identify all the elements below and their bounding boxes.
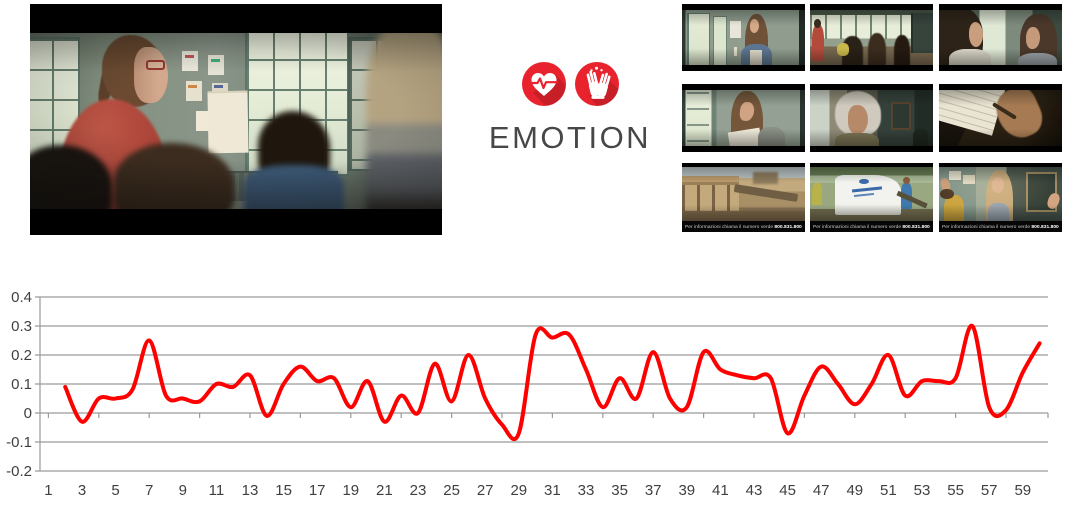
x-tick-label: 49 bbox=[846, 482, 863, 499]
x-tick-label: 11 bbox=[209, 482, 225, 499]
heart-pulse-icon bbox=[521, 62, 566, 106]
teacher-glasses bbox=[146, 60, 165, 70]
emotion-icons bbox=[470, 62, 670, 106]
x-tick-label: 57 bbox=[981, 482, 998, 499]
x-tick-label: 25 bbox=[443, 482, 460, 499]
x-tick-label: 31 bbox=[544, 482, 561, 499]
x-tick-label: 17 bbox=[309, 482, 326, 499]
green-number-caption: Per informazioni chiama il numero verde … bbox=[682, 221, 805, 232]
y-tick-label: 0.4 bbox=[11, 289, 32, 306]
letterbox-bar bbox=[30, 209, 442, 235]
emotion-label: EMOTION bbox=[488, 120, 652, 155]
x-tick-label: 43 bbox=[746, 482, 763, 499]
y-tick-label: 0.1 bbox=[11, 376, 32, 393]
thumbnail-classroom-wide bbox=[810, 4, 933, 71]
x-tick-label: 51 bbox=[880, 482, 897, 499]
thumbnail-girl-reading-letter bbox=[682, 84, 805, 152]
emotion-line-chart: 0.40.30.20.10-0.1-0.21 3 5 7 9 11 13 15 17 19 21 23… bbox=[6, 289, 1049, 499]
x-tick-label: 53 bbox=[914, 482, 931, 499]
caption-number: 800.831.800 bbox=[1031, 224, 1059, 229]
caption-number: 800.831.800 bbox=[902, 224, 930, 229]
x-tick-label: 45 bbox=[779, 482, 796, 499]
y-tick-label: 0.2 bbox=[11, 347, 32, 364]
x-tick-label: 41 bbox=[712, 482, 729, 499]
foreground-girl-blurred bbox=[366, 33, 442, 209]
y-tick-label: -0.1 bbox=[6, 434, 32, 451]
caption-text: Per informazioni chiama il numero verde bbox=[813, 224, 902, 229]
x-tick-label: 23 bbox=[410, 482, 427, 499]
x-tick-label: 39 bbox=[678, 482, 695, 499]
x-tick-label: 7 bbox=[145, 482, 153, 499]
emotion-panel: EMOTION bbox=[470, 62, 670, 177]
y-tick-label: 0.3 bbox=[11, 318, 32, 335]
teacher-face bbox=[134, 47, 168, 103]
x-tick-label: 59 bbox=[1014, 482, 1031, 499]
x-tick-label: 55 bbox=[947, 482, 964, 499]
thumbnail-unhcr-tent: Per informazioni chiama il numero verde … bbox=[810, 163, 933, 232]
vignette bbox=[30, 33, 442, 209]
x-tick-label: 1 bbox=[44, 482, 52, 499]
thumbnail-hand-writing bbox=[939, 84, 1062, 152]
x-tick-label: 3 bbox=[78, 482, 86, 499]
thumbnail-two-girls-closeup bbox=[939, 4, 1062, 71]
x-tick-label: 13 bbox=[242, 482, 259, 499]
x-tick-label: 29 bbox=[510, 482, 527, 499]
caption-number: 800.831.800 bbox=[774, 224, 802, 229]
thumbnail-elderly-woman bbox=[810, 84, 933, 152]
x-tick-label: 9 bbox=[179, 482, 187, 499]
x-tick-label: 35 bbox=[611, 482, 628, 499]
letterbox-bar bbox=[30, 4, 442, 33]
wall-drawings bbox=[182, 51, 198, 71]
x-tick-label: 47 bbox=[813, 482, 830, 499]
green-number-caption: Per informazioni chiama il numero verde … bbox=[939, 221, 1062, 232]
thumbnail-girl-by-window bbox=[682, 4, 805, 71]
thumbnail-ruined-buildings: Per informazioni chiama il numero verde … bbox=[682, 163, 805, 232]
x-tick-label: 37 bbox=[645, 482, 662, 499]
green-number-caption: Per informazioni chiama il numero verde … bbox=[810, 221, 933, 232]
caption-text: Per informazioni chiama il numero verde bbox=[685, 224, 774, 229]
video-frame-image bbox=[30, 33, 442, 209]
x-tick-label: 19 bbox=[342, 482, 359, 499]
x-tick-label: 27 bbox=[477, 482, 494, 499]
main-video-still bbox=[30, 4, 442, 235]
applause-hands-icon bbox=[574, 62, 619, 106]
foreground-head bbox=[114, 143, 234, 209]
emotion-curve bbox=[63, 323, 1042, 442]
x-tick-label: 33 bbox=[578, 482, 595, 499]
x-tick-label: 21 bbox=[376, 482, 393, 499]
y-tick-label: 0 bbox=[24, 405, 32, 422]
foreground-boy-shirt bbox=[244, 165, 344, 209]
y-tick-label: -0.2 bbox=[6, 463, 32, 480]
x-tick-label: 5 bbox=[111, 482, 119, 499]
caption-text: Per informazioni chiama il numero verde bbox=[942, 224, 1031, 229]
x-tick-label: 15 bbox=[275, 482, 292, 499]
thumbnail-classroom-girl-standing: Per informazioni chiama il numero verde … bbox=[939, 163, 1062, 232]
